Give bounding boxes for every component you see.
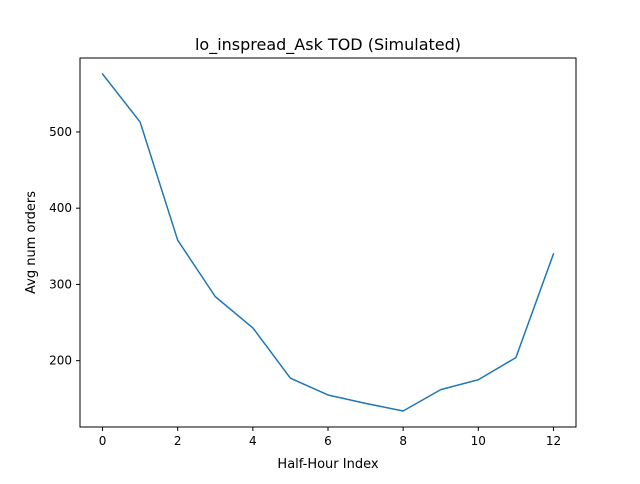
x-axis-ticks: 0 2 4 6 8 10 12 (99, 427, 561, 448)
series-line (101, 72, 555, 412)
x-tick-label: 12 (546, 434, 561, 448)
x-tick-label: 2 (174, 434, 182, 448)
y-tick-label: 200 (49, 354, 72, 368)
x-axis-label: Half-Hour Index (277, 457, 378, 472)
x-tick-label: 0 (99, 434, 107, 448)
series-layer (101, 72, 555, 412)
plot-frame (79, 57, 577, 428)
y-tick-label: 400 (49, 201, 72, 215)
x-tick-label: 6 (324, 434, 332, 448)
y-axis-label: Avg num orders (24, 191, 39, 294)
chart-title: lo_inspread_Ask TOD (Simulated) (195, 35, 461, 55)
y-axis-ticks: 200 300 400 500 (49, 125, 80, 368)
x-tick-label: 8 (399, 434, 407, 448)
x-tick-label: 4 (249, 434, 257, 448)
x-tick-label: 10 (471, 434, 486, 448)
y-tick-label: 500 (49, 125, 72, 139)
y-tick-label: 300 (49, 277, 72, 291)
